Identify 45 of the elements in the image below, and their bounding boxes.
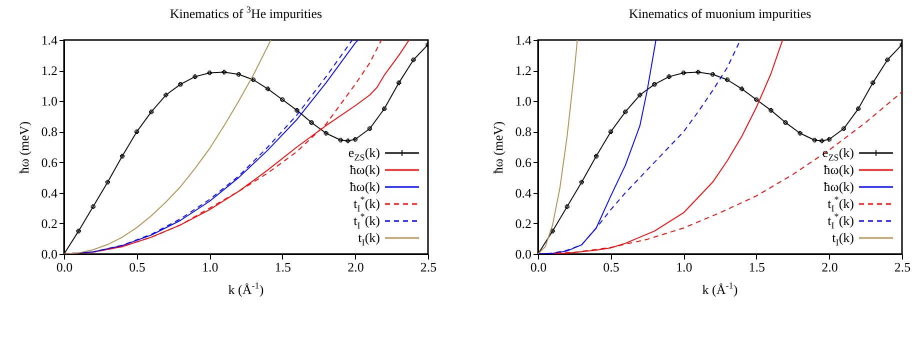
y-tick-label: 1.4	[515, 32, 532, 48]
y-tick-label: 0.8	[41, 124, 58, 140]
y-tick-label: 0.4	[515, 185, 532, 200]
x-tick-label: 1.0	[676, 260, 692, 274]
legend-label: t$_{I}$$^{*}$(k)	[354, 212, 380, 231]
legend-label: ħω(k)	[824, 178, 854, 195]
y-tick-label: 0.6	[515, 154, 532, 170]
y-tick-label: 0.0	[41, 246, 58, 262]
legend-label: t$_{I}$$^{*}$(k)	[828, 194, 854, 214]
legend-label: t$_{I}$(k)	[358, 229, 380, 248]
y-tick-label: 1.0	[515, 94, 532, 109]
y-tick-label: 0.8	[515, 124, 532, 140]
x-tick-label: 2.5	[420, 260, 437, 274]
legend-label: t$_{I}$$^{*}$(k)	[828, 212, 854, 231]
legend-label: t$_{I}$(k)	[832, 229, 854, 248]
y-tick-label: 0.4	[41, 185, 58, 200]
x-tick-label: 1.0	[202, 260, 218, 274]
x-tick-label: 2.5	[894, 260, 911, 274]
y-tick-label: 1.0	[41, 94, 58, 109]
y-tick-label: 1.4	[41, 32, 58, 48]
x-axis-title: k (Å$^{-1}$)	[227, 280, 265, 298]
y-tick-label: 1.2	[41, 63, 58, 78]
y-tick-label: 0.2	[41, 216, 58, 231]
chart-title: Kinematics of muonium impurities	[628, 6, 812, 22]
y-tick-label: 0.0	[515, 246, 532, 262]
x-tick-label: 0.0	[56, 260, 73, 274]
x-tick-label: 0.5	[129, 260, 146, 274]
x-tick-label: 1.5	[748, 260, 766, 274]
chart-title: Kinematics of $^{3}$He impurities	[168, 4, 324, 22]
x-tick-label: 2.0	[348, 260, 364, 274]
y-tick-label: 1.2	[515, 63, 532, 78]
x-axis-title: k (Å$^{-1}$)	[701, 280, 739, 298]
legend-label: ħω(k)	[350, 178, 380, 195]
legend-label: ħω(k)	[350, 161, 380, 178]
legend-label: t$_{I}$$^{*}$(k)	[354, 194, 380, 214]
y-axis-title: ħω (meV)	[490, 121, 506, 174]
legend-label: ħω(k)	[824, 161, 854, 178]
x-tick-label: 0.0	[530, 260, 547, 274]
y-tick-label: 0.6	[41, 154, 58, 170]
x-tick-label: 1.5	[274, 260, 292, 274]
y-axis-title: ħω (meV)	[16, 121, 32, 174]
legend-label: e$_{ZS}$(k)	[348, 144, 380, 163]
x-tick-label: 0.5	[603, 260, 620, 274]
x-tick-label: 2.0	[822, 260, 838, 274]
y-tick-label: 0.2	[515, 216, 532, 231]
